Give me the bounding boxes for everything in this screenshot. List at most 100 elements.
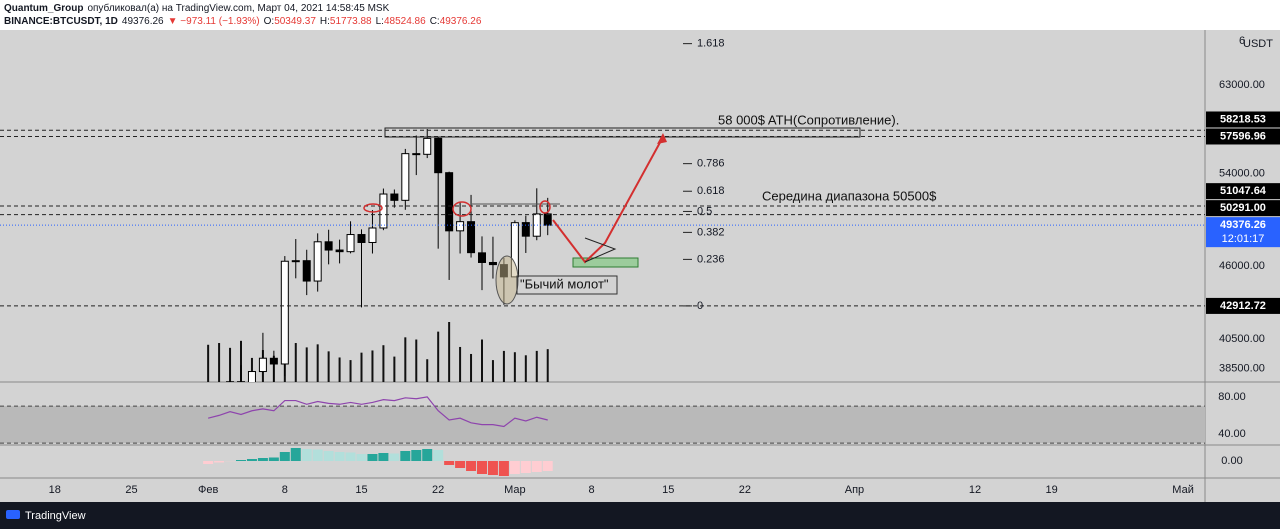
macd-bar xyxy=(378,453,389,461)
y-tick-label: 38500.00 xyxy=(1219,362,1265,374)
plot: 6 63000.00 54000.00 46000.00 40500.00 38500.0… xyxy=(0,35,1280,496)
x-tick-label: 8 xyxy=(282,484,288,496)
candle-body xyxy=(237,381,245,382)
candle-body xyxy=(390,193,399,201)
candle-body xyxy=(313,241,322,282)
volume-bar xyxy=(491,360,494,382)
x-tick-label: 18 xyxy=(49,484,61,496)
macd-bar xyxy=(477,461,487,474)
highlight xyxy=(363,203,383,213)
countdown: 12:01:17 xyxy=(1222,233,1265,245)
macd-bar xyxy=(345,452,356,461)
volume-bar xyxy=(349,360,352,382)
y-tick-label: 40500.00 xyxy=(1219,333,1265,345)
rsi-tick-label: 80.00 xyxy=(1218,391,1246,403)
macd-bar xyxy=(444,461,455,465)
volume-bar xyxy=(448,322,451,382)
volume-bar xyxy=(207,344,210,382)
volume-bar xyxy=(393,356,396,382)
macd-bar xyxy=(312,449,323,461)
macd-bar xyxy=(487,461,498,475)
price-label: 42912.72 xyxy=(1220,300,1266,312)
buy-zone xyxy=(572,257,639,268)
candle-body xyxy=(346,234,355,253)
volume-bar xyxy=(481,339,483,382)
macd-bar xyxy=(422,449,433,461)
candle-body xyxy=(456,221,465,232)
macd-bar xyxy=(509,461,520,474)
macd-bar xyxy=(279,452,290,461)
highlight xyxy=(452,201,472,217)
macd-bar xyxy=(520,461,531,473)
macd-bar xyxy=(236,460,246,461)
volume-bar xyxy=(327,351,330,382)
volume-bar xyxy=(459,346,462,382)
volume-bar xyxy=(524,355,527,382)
candle-body xyxy=(434,137,443,174)
forecast-arrow xyxy=(552,136,664,264)
candle-body xyxy=(226,381,235,382)
volume-bar xyxy=(305,347,308,382)
x-tick-label: 8 xyxy=(588,484,594,496)
x-tick-label: Май xyxy=(1172,484,1194,496)
candle-body xyxy=(478,252,486,263)
candle-body xyxy=(401,153,410,201)
candle-body xyxy=(335,249,344,253)
macd-bar xyxy=(203,461,214,464)
fib-label: 0.5 xyxy=(697,205,712,217)
y-tick-label: 63000.00 xyxy=(1219,79,1265,91)
volume-bar xyxy=(502,350,505,382)
rsi-line xyxy=(207,396,548,428)
candle-body xyxy=(488,261,497,266)
author: Quantum_Group xyxy=(4,3,83,14)
candle-body xyxy=(291,260,300,263)
price-label: 49376.26 xyxy=(1220,219,1266,231)
fib-label: 0.382 xyxy=(697,226,725,238)
y-tick-label: 54000.00 xyxy=(1219,168,1265,180)
macd-bar xyxy=(334,452,345,461)
candle-body xyxy=(247,371,256,382)
price-label-bg xyxy=(1206,200,1280,217)
candle-body xyxy=(467,221,476,254)
pattern-line xyxy=(584,237,617,263)
volume-bar xyxy=(250,357,253,382)
macd-bar xyxy=(367,454,378,461)
macd-tick-label: 0.00 xyxy=(1221,455,1242,467)
hammer-mark xyxy=(495,255,519,305)
volume-bar xyxy=(426,359,429,382)
candle-body xyxy=(269,357,278,365)
price-label-bg xyxy=(1206,217,1280,248)
volume-bar xyxy=(470,353,473,382)
macd-bar xyxy=(400,451,411,461)
candle-body xyxy=(368,227,377,243)
volume-bar xyxy=(546,349,549,382)
volume-bar xyxy=(371,350,374,382)
price-label-bg xyxy=(1206,297,1280,314)
annotation-box xyxy=(516,275,618,295)
ohlc-value: 49376.26 xyxy=(440,16,482,27)
macd-bar xyxy=(356,454,367,461)
header-bg xyxy=(0,0,1280,30)
candle-body xyxy=(258,357,267,373)
macd-bar xyxy=(542,461,553,471)
candle-body xyxy=(324,241,333,251)
ohlc-key: H: xyxy=(320,16,330,27)
candle-body xyxy=(423,137,432,155)
volume-bar xyxy=(240,340,242,382)
header-line: Quantum_Group опубликовал(а) на TradingVi… xyxy=(4,2,390,14)
fib-label: 0.236 xyxy=(697,253,725,265)
symbol-line: BINANCE:BTCUSDT, 1D 49376.26 ▼ −973.11 (−1… xyxy=(4,16,482,27)
x-tick-label: 15 xyxy=(355,484,367,496)
logo xyxy=(6,510,20,519)
x-tick-label: Апр xyxy=(845,484,864,496)
ohlc-key: C: xyxy=(430,16,440,27)
rsi-band xyxy=(0,406,1205,444)
fib-label: 1.618 xyxy=(697,38,725,50)
macd-bar xyxy=(290,448,301,461)
volume-bar xyxy=(360,352,363,382)
rsi-tick-label: 40.00 xyxy=(1218,428,1246,440)
ohlc-value: 51773.88 xyxy=(330,16,372,27)
candle-body xyxy=(412,153,421,156)
